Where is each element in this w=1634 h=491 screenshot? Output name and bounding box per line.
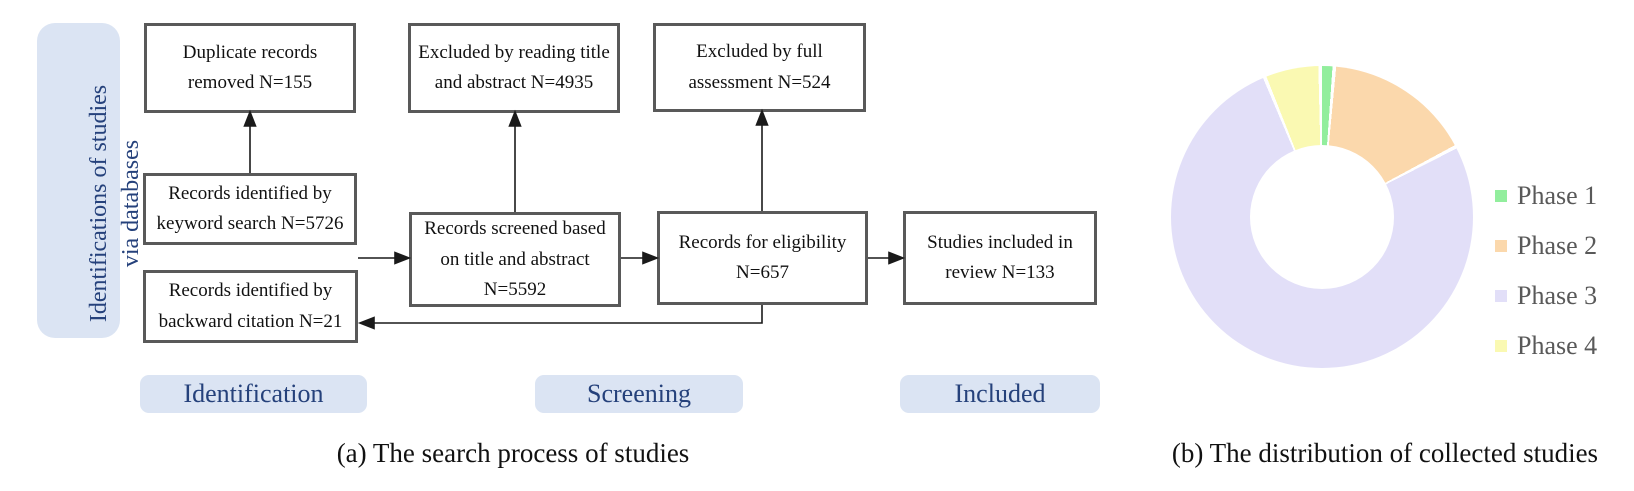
box-studies-included: Studies included in review N=133: [903, 211, 1097, 305]
box-keyword-search: Records identified by keyword search N=5…: [143, 173, 357, 245]
box-records-screened: Records screened based on title and abst…: [409, 212, 621, 307]
legend-item: Phase 4: [1495, 332, 1597, 360]
identification-sidebar: Identifications of studies via databases: [37, 23, 144, 338]
legend-swatch: [1495, 240, 1507, 252]
stage-pill-included: Included: [900, 375, 1100, 413]
chart-legend: Phase 1 Phase 2 Phase 3 Phase 4: [1495, 182, 1597, 382]
legend-swatch: [1495, 290, 1507, 302]
box-duplicate-removed: Duplicate records removed N=155: [144, 23, 356, 113]
arrowhead-eligibility-to-backward: [357, 316, 375, 330]
stage-pill-screening: Screening: [535, 375, 743, 413]
legend-label: Phase 1: [1517, 181, 1598, 210]
donut-chart: [1171, 66, 1473, 368]
legend-swatch: [1495, 190, 1507, 202]
legend-label: Phase 4: [1517, 331, 1598, 360]
legend-item: Phase 2: [1495, 232, 1597, 260]
legend-label: Phase 2: [1517, 231, 1598, 260]
legend-swatch: [1495, 340, 1507, 352]
box-excluded-full-assessment: Excluded by full assessment N=524: [653, 23, 866, 112]
arrowhead-screened-to-eligibility: [642, 251, 660, 265]
arrow-eligibility-to-backward: [371, 305, 763, 324]
arrowhead-identified-to-screened: [394, 251, 412, 265]
arrowhead-eligibility-to-excluded-full: [755, 108, 769, 126]
panel-a-caption: (a) The search process of studies: [336, 438, 690, 468]
box-excluded-title-abstract: Excluded by reading title and abstract N…: [408, 23, 620, 113]
legend-label: Phase 3: [1517, 281, 1598, 310]
sidebar-label-line1: Identifications of studies: [85, 84, 112, 323]
arrowhead-eligibility-to-studies: [888, 251, 906, 265]
arrowhead-keyword-to-duplicate: [243, 109, 257, 127]
arrowhead-screened-to-excluded-title: [508, 109, 522, 127]
legend-item: Phase 3: [1495, 282, 1597, 310]
legend-item: Phase 1: [1495, 182, 1597, 210]
stage-pill-identification: Identification: [140, 375, 367, 413]
box-records-eligibility: Records for eligibility N=657: [657, 211, 868, 305]
donut-hole: [1250, 145, 1394, 289]
panel-b-caption: (b) The distribution of collected studie…: [1171, 438, 1599, 468]
box-backward-citation: Records identified by backward citation …: [143, 270, 358, 343]
